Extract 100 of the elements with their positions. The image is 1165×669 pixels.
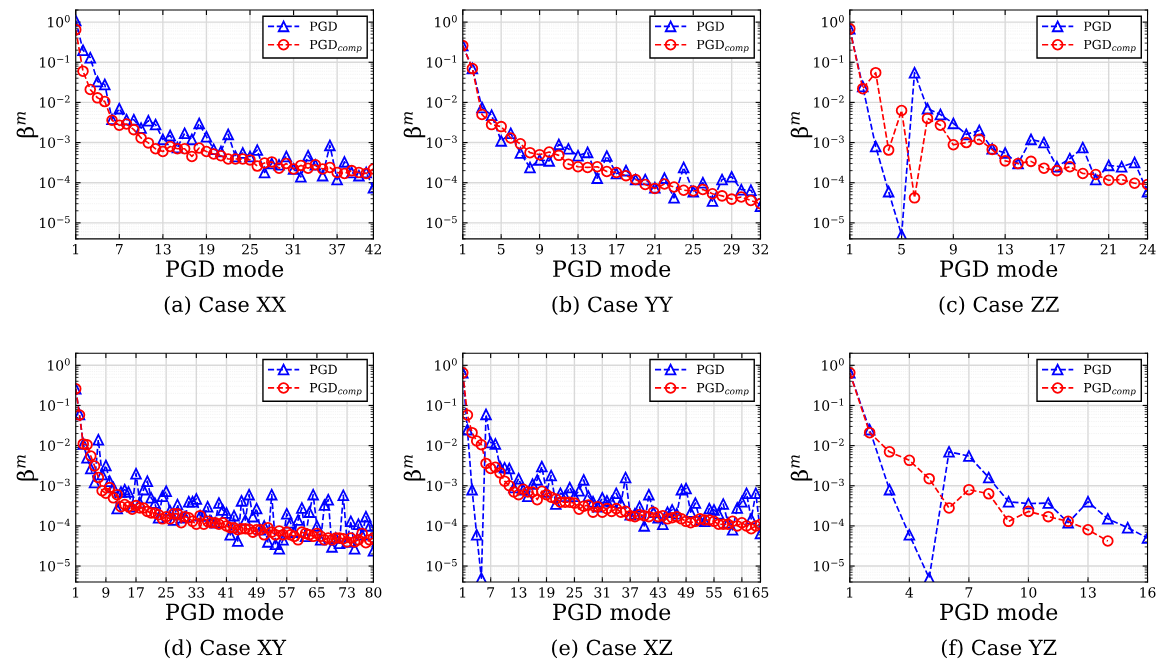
x-tick-label: 73 (339, 587, 355, 598)
x-tick-label: 31 (594, 587, 610, 598)
point (99, 95, 111, 108)
y-axis-title: β$^{m}$ (16, 455, 39, 481)
point (562, 143, 575, 155)
x-tick-label: 13 (997, 243, 1013, 255)
point (120, 118, 133, 130)
x-tick-label: 9 (536, 243, 544, 255)
point (113, 119, 126, 132)
point (200, 145, 213, 158)
x-axis-title: PGD mode (940, 259, 1058, 278)
point (485, 109, 498, 121)
point (193, 117, 205, 130)
point (947, 139, 960, 151)
point (113, 102, 126, 115)
y-tick-label: 10$^{−3}$ (427, 135, 457, 148)
point (1115, 160, 1128, 173)
point (1115, 173, 1128, 186)
y-tick-label: 10$^{−3}$ (814, 478, 844, 492)
point (883, 446, 896, 458)
point (524, 146, 536, 159)
text: (b) Case YY (552, 296, 673, 316)
point (591, 160, 603, 173)
point (725, 171, 738, 183)
point (222, 153, 234, 165)
y-tick-label: 10$^{0}$ (822, 15, 844, 28)
point (157, 145, 169, 158)
point (280, 150, 293, 163)
point (921, 102, 934, 115)
point (200, 130, 213, 143)
y-tick-label: 10$^{−4}$ (814, 175, 845, 189)
point (324, 139, 336, 152)
point (236, 153, 249, 165)
x-tick-label: 7 (116, 244, 123, 255)
point (302, 149, 314, 162)
point (316, 169, 329, 182)
text: (e) Case XZ (552, 639, 673, 659)
point (1002, 515, 1015, 528)
text: (a) Case XX (164, 296, 286, 316)
x-tick-label: 21 (1100, 243, 1116, 255)
legend-label: PGD$_{comp}$ (696, 382, 749, 396)
x-tick-label: 9 (949, 243, 957, 255)
point (84, 83, 97, 96)
point (514, 138, 527, 150)
point (706, 195, 719, 207)
y-tick-label: 10$^{−5}$ (40, 215, 70, 229)
point (1038, 162, 1050, 174)
point (982, 471, 995, 484)
point (142, 137, 155, 149)
point (77, 65, 89, 77)
point (735, 191, 748, 203)
x-tick-label: 21 (646, 243, 662, 255)
x-tick-label: 37 (329, 243, 345, 255)
point (1089, 173, 1102, 186)
y-axis-title: β$^{m}$ (403, 111, 426, 138)
point (963, 483, 975, 496)
point (1022, 505, 1035, 518)
point (1102, 174, 1115, 187)
x-tick-label: 5 (898, 244, 905, 255)
point (295, 171, 307, 183)
y-tick-label: 10$^{0}$ (822, 358, 844, 371)
y-tick-label: 10$^{−1}$ (40, 398, 70, 411)
point (149, 118, 162, 131)
point (725, 193, 738, 205)
point (157, 133, 169, 146)
point (1042, 497, 1055, 509)
point (1128, 156, 1141, 169)
point (921, 112, 934, 125)
point (1051, 164, 1063, 177)
point (505, 132, 517, 144)
x-axis-title: PGD mode (166, 259, 284, 278)
point (135, 122, 147, 134)
x-tick-label: 7 (487, 587, 495, 598)
x-axis-title: PGD mode (940, 603, 1058, 621)
point (943, 446, 955, 458)
point (485, 118, 498, 131)
point (324, 161, 336, 174)
point (178, 127, 191, 140)
point (963, 450, 975, 462)
x-tick-label: 1 (460, 243, 466, 255)
x-axis-title: PGD mode (166, 603, 284, 621)
y-tick-label: 10$^{−2}$ (427, 95, 457, 108)
y-tick-label: 10$^{0}$ (48, 358, 70, 371)
y-tick-label: 10$^{−3}$ (814, 135, 844, 148)
x-tick-label: 1 (73, 243, 79, 255)
x-axis-title: PGD mode (553, 603, 671, 621)
y-axis-title: β$^{m}$ (16, 111, 39, 138)
y-axis-title: β$^{m}$ (790, 455, 813, 481)
point (982, 488, 995, 500)
point (236, 147, 249, 159)
point (99, 78, 111, 91)
y-tick-label: 10$^{−5}$ (814, 215, 844, 229)
y-tick-label: 10$^{0}$ (435, 15, 457, 28)
point (84, 51, 97, 64)
point (273, 162, 285, 174)
point (533, 154, 546, 166)
x-tick-label: 7 (965, 587, 973, 598)
text: (d) Case XY (164, 639, 287, 659)
point (973, 124, 986, 137)
point (697, 176, 709, 189)
